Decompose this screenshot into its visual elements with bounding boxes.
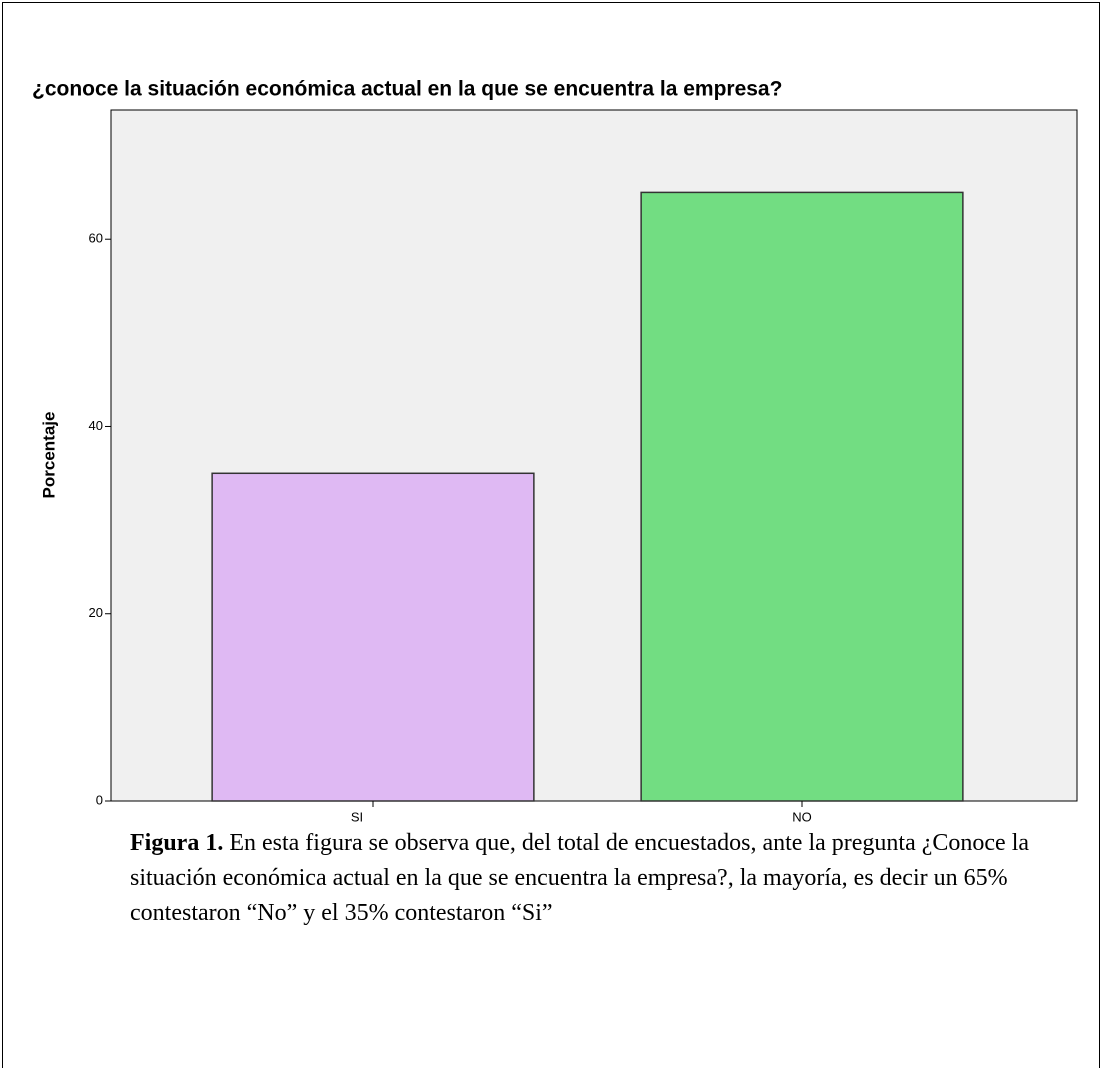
- y-tick-label: 40: [89, 418, 103, 433]
- y-tick-label: 20: [89, 605, 103, 620]
- chart-title: ¿conoce la situación económica actual en…: [32, 78, 782, 101]
- caption-label: Figura 1.: [130, 830, 224, 856]
- y-tick-label: 60: [89, 231, 103, 246]
- x-tick-label: SI: [351, 809, 363, 824]
- caption: Figura 1. En esta figura se observa que,…: [130, 826, 1055, 931]
- y-axis-label: Porcentaje: [39, 412, 58, 499]
- chart: ¿conoce la situación económica actual en…: [32, 78, 1078, 824]
- x-tick-label: NO: [792, 809, 812, 824]
- y-tick-label: 0: [96, 792, 103, 807]
- bar: [640, 191, 964, 802]
- bar: [211, 472, 535, 802]
- caption-text: En esta figura se observa que, del total…: [130, 830, 1030, 926]
